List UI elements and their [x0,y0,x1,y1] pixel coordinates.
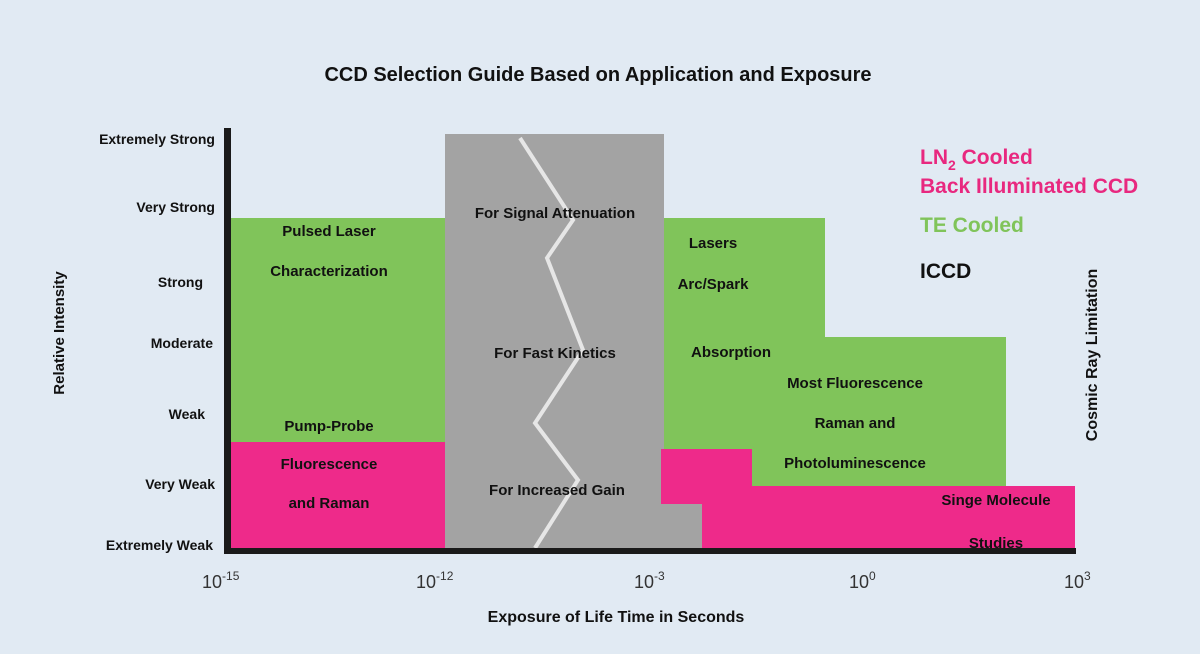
region-label: For Fast Kinetics [494,345,616,362]
region-label: Studies [969,535,1023,552]
region-label: Arc/Spark [678,276,750,293]
y-tick: Moderate [151,335,213,351]
x-tick: 10-3 [634,569,665,592]
region-label: For Increased Gain [489,482,625,499]
ln2-region-right [661,449,1075,551]
y-tick: Very Strong [136,199,215,215]
y-tick: Extremely Weak [106,537,213,553]
region-label: Characterization [270,263,388,280]
legend-te-cooled: TE Cooled [920,214,1024,237]
x-tick: 100 [849,569,876,592]
legend-back-illuminated: Back Illuminated CCD [920,175,1138,198]
region-label: Photoluminescence [784,455,926,472]
region-label: Lasers [689,235,737,252]
legend-iccd: ICCD [920,260,971,283]
y-axis-label: Relative Intensity [51,271,68,395]
x-axis-line [224,548,1076,554]
y-tick: Very Weak [145,476,215,492]
x-tick: 103 [1064,569,1091,592]
region-label: For Signal Attenuation [475,205,635,222]
region-label: and Raman [289,495,370,512]
y-tick: Strong [158,274,203,290]
region-label: Singe Molecule [941,492,1050,509]
x-tick: 10-15 [202,569,240,592]
ln2-region-left [230,442,445,551]
y-tick: Extremely Strong [99,131,215,147]
iccd-region-tail [660,500,702,551]
te-cooled-region-right [664,218,1006,486]
y-tick: Weak [169,406,206,422]
iccd-zigzag-line [518,136,586,550]
region-label: Pump-Probe [284,418,373,435]
cosmic-ray-limitation-label: Cosmic Ray Limitation [1084,269,1101,441]
x-tick: 10-12 [416,569,454,592]
region-label: Most Fluorescence [787,375,923,392]
region-label: Raman and [815,415,896,432]
chart-title: CCD Selection Guide Based on Application… [324,64,871,86]
region-label: Pulsed Laser [282,223,376,240]
x-axis-label: Exposure of Life Time in Seconds [488,609,745,626]
y-axis-line [224,128,231,554]
legend-ln2-cooled: LN2 Cooled [920,146,1033,173]
te-cooled-region-left [230,218,445,443]
iccd-region [445,134,664,551]
region-label: Fluorescence [281,456,378,473]
region-label: Absorption [691,344,771,361]
